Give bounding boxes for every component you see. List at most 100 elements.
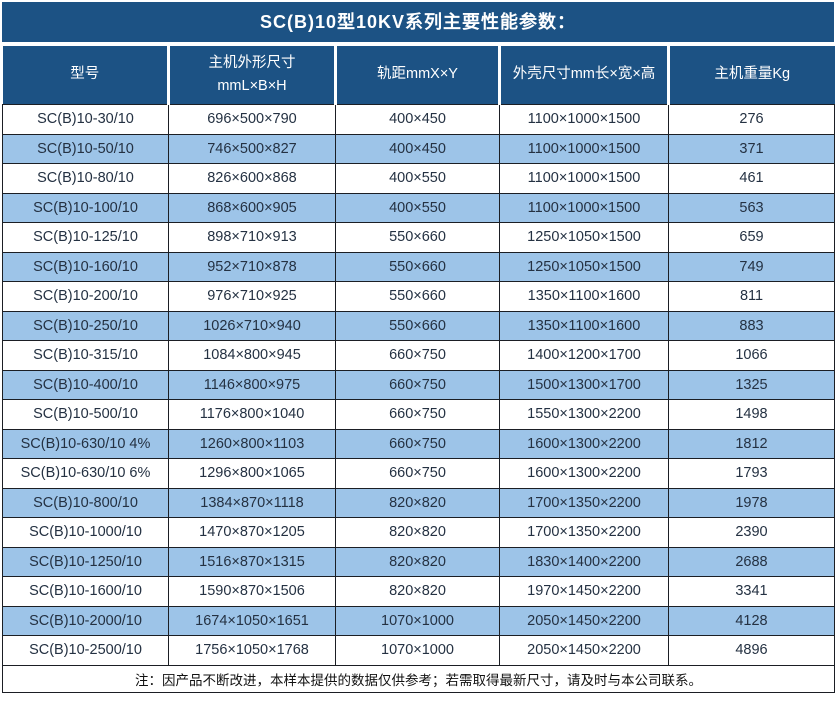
header-row: 型号 主机外形尺寸 mmL×B×H 轨距mmX×Y 外壳尺寸mm长×宽×高 主机…: [2, 46, 835, 105]
cell-weight: 3341: [668, 576, 835, 607]
cell-shell-dimensions: 2050×1450×2200: [499, 635, 669, 666]
cell-model: SC(B)10-80/10: [2, 163, 169, 194]
cell-unit-dimensions: 1260×800×1103: [168, 428, 336, 459]
cell-unit-dimensions: 1590×870×1506: [168, 576, 336, 607]
cell-rail-gauge: 820×820: [335, 546, 500, 577]
table-row: SC(B)10-1000/10 1470×870×1205 820×820 1700×…: [2, 517, 835, 548]
cell-weight: 659: [668, 222, 835, 253]
table-row: SC(B)10-50/10 746×500×827 400×450 1100×1000…: [2, 133, 835, 164]
table-row: SC(B)10-500/10 1176×800×1040 660×750 1550×1…: [2, 399, 835, 430]
cell-rail-gauge: 820×820: [335, 517, 500, 548]
cell-unit-dimensions: 1084×800×945: [168, 340, 336, 371]
cell-shell-dimensions: 1500×1300×1700: [499, 369, 669, 400]
cell-weight: 1978: [668, 487, 835, 518]
cell-shell-dimensions: 1250×1050×1500: [499, 222, 669, 253]
cell-unit-dimensions: 952×710×878: [168, 251, 336, 282]
cell-rail-gauge: 660×750: [335, 340, 500, 371]
cell-rail-gauge: 400×550: [335, 163, 500, 194]
cell-unit-dimensions: 1674×1050×1651: [168, 605, 336, 636]
table-row: SC(B)10-2000/10 1674×1050×1651 1070×1000 20…: [2, 605, 835, 636]
cell-shell-dimensions: 1400×1200×1700: [499, 340, 669, 371]
cell-rail-gauge: 660×750: [335, 369, 500, 400]
cell-model: SC(B)10-630/10 6%: [2, 458, 169, 489]
cell-shell-dimensions: 1700×1350×2200: [499, 487, 669, 518]
header-unit-dimensions-line2: mmL×B×H: [217, 78, 287, 94]
header-shell-dimensions: 外壳尺寸mm长×宽×高: [498, 46, 669, 105]
cell-rail-gauge: 820×820: [335, 487, 500, 518]
table-row: SC(B)10-200/10 976×710×925 550×660 1350×110…: [2, 281, 835, 312]
cell-model: SC(B)10-400/10: [2, 369, 169, 400]
cell-unit-dimensions: 1296×800×1065: [168, 458, 336, 489]
cell-unit-dimensions: 746×500×827: [168, 133, 336, 164]
cell-shell-dimensions: 2050×1450×2200: [499, 605, 669, 636]
cell-weight: 371: [668, 133, 835, 164]
cell-unit-dimensions: 868×600×905: [168, 192, 336, 223]
table-title: SC(B)10型10KV系列主要性能参数：: [2, 2, 834, 42]
cell-weight: 883: [668, 310, 835, 341]
header-weight-label: 主机重量Kg: [714, 66, 791, 83]
cell-rail-gauge: 400×450: [335, 104, 500, 135]
cell-shell-dimensions: 1100×1000×1500: [499, 192, 669, 223]
cell-unit-dimensions: 898×710×913: [168, 222, 336, 253]
table-row: SC(B)10-630/10 4% 1260×800×1103 660×750 160…: [2, 428, 835, 459]
cell-rail-gauge: 660×750: [335, 458, 500, 489]
cell-model: SC(B)10-1250/10: [2, 546, 169, 577]
cell-model: SC(B)10-100/10: [2, 192, 169, 223]
cell-shell-dimensions: 1830×1400×2200: [499, 546, 669, 577]
cell-weight: 1325: [668, 369, 835, 400]
cell-rail-gauge: 660×750: [335, 428, 500, 459]
table-row: SC(B)10-1250/10 1516×870×1315 820×820 1830×…: [2, 546, 835, 577]
cell-model: SC(B)10-200/10: [2, 281, 169, 312]
header-weight: 主机重量Kg: [667, 46, 835, 105]
table-row: SC(B)10-160/10 952×710×878 550×660 1250×105…: [2, 251, 835, 282]
cell-model: SC(B)10-125/10: [2, 222, 169, 253]
table-row: SC(B)10-80/10 826×600×868 400×550 1100×1000…: [2, 163, 835, 194]
cell-shell-dimensions: 1600×1300×2200: [499, 428, 669, 459]
cell-weight: 563: [668, 192, 835, 223]
cell-model: SC(B)10-630/10 4%: [2, 428, 169, 459]
cell-shell-dimensions: 1100×1000×1500: [499, 104, 669, 135]
cell-shell-dimensions: 1700×1350×2200: [499, 517, 669, 548]
header-model-label: 型号: [70, 66, 100, 83]
cell-weight: 4128: [668, 605, 835, 636]
footer-note: 注：因产品不断改进，本样本提供的数据仅供参考；若需取得最新尺寸，请及时与本公司联…: [2, 664, 835, 693]
cell-model: SC(B)10-160/10: [2, 251, 169, 282]
cell-shell-dimensions: 1550×1300×2200: [499, 399, 669, 430]
cell-rail-gauge: 550×660: [335, 222, 500, 253]
header-unit-dimensions: 主机外形尺寸 mmL×B×H: [167, 46, 336, 105]
cell-model: SC(B)10-800/10: [2, 487, 169, 518]
footer-row: 注：因产品不断改进，本样本提供的数据仅供参考；若需取得最新尺寸，请及时与本公司联…: [2, 664, 835, 693]
cell-weight: 461: [668, 163, 835, 194]
cell-shell-dimensions: 1100×1000×1500: [499, 163, 669, 194]
cell-weight: 1066: [668, 340, 835, 371]
cell-weight: 749: [668, 251, 835, 282]
cell-unit-dimensions: 1516×870×1315: [168, 546, 336, 577]
header-shell-dimensions-label: 外壳尺寸mm长×宽×高: [512, 66, 656, 83]
cell-model: SC(B)10-500/10: [2, 399, 169, 430]
table-row: SC(B)10-1600/10 1590×870×1506 820×820 1970×…: [2, 576, 835, 607]
cell-weight: 2390: [668, 517, 835, 548]
header-rail-gauge: 轨距mmX×Y: [334, 46, 500, 105]
cell-rail-gauge: 550×660: [335, 251, 500, 282]
cell-unit-dimensions: 1384×870×1118: [168, 487, 336, 518]
table-body: SC(B)10-30/10 696×500×790 400×450 1100×1000…: [2, 104, 835, 666]
table-row: SC(B)10-2500/10 1756×1050×1768 1070×1000 20…: [2, 635, 835, 666]
cell-model: SC(B)10-1600/10: [2, 576, 169, 607]
table-row: SC(B)10-30/10 696×500×790 400×450 1100×1000…: [2, 104, 835, 135]
cell-shell-dimensions: 1350×1100×1600: [499, 310, 669, 341]
cell-shell-dimensions: 1350×1100×1600: [499, 281, 669, 312]
cell-model: SC(B)10-2000/10: [2, 605, 169, 636]
cell-shell-dimensions: 1600×1300×2200: [499, 458, 669, 489]
cell-weight: 2688: [668, 546, 835, 577]
cell-rail-gauge: 660×750: [335, 399, 500, 430]
cell-rail-gauge: 820×820: [335, 576, 500, 607]
table-row: SC(B)10-800/10 1384×870×1118 820×820 1700×1…: [2, 487, 835, 518]
cell-unit-dimensions: 826×600×868: [168, 163, 336, 194]
cell-unit-dimensions: 1176×800×1040: [168, 399, 336, 430]
cell-model: SC(B)10-50/10: [2, 133, 169, 164]
cell-model: SC(B)10-315/10: [2, 340, 169, 371]
cell-rail-gauge: 1070×1000: [335, 635, 500, 666]
cell-rail-gauge: 550×660: [335, 281, 500, 312]
cell-rail-gauge: 550×660: [335, 310, 500, 341]
cell-weight: 811: [668, 281, 835, 312]
